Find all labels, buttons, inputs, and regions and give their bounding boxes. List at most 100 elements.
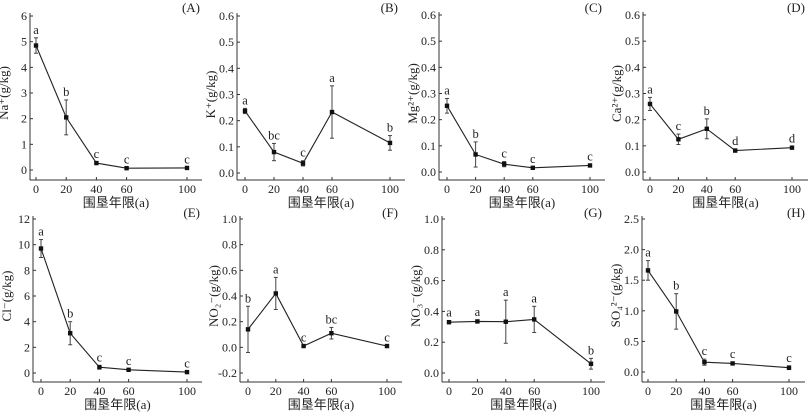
y-tick-label: 0.2 xyxy=(424,335,439,349)
significance-letter: c xyxy=(126,354,132,368)
y-tick-label: 0.8 xyxy=(222,238,237,252)
x-tick-label: 20 xyxy=(672,182,684,196)
x-tick-label: 100 xyxy=(780,384,798,398)
y-tick-label: 1.0 xyxy=(424,212,439,226)
data-point xyxy=(271,149,277,155)
data-point xyxy=(674,309,679,314)
significance-letter: c xyxy=(587,150,593,164)
series-line xyxy=(647,270,790,369)
x-tick-label: 0 xyxy=(38,384,44,398)
x-axis-title: 围垦年限(a) xyxy=(692,195,758,210)
data-point xyxy=(647,101,653,107)
series-line xyxy=(244,110,391,165)
x-tick-label: 0 xyxy=(645,384,651,398)
data-point xyxy=(273,291,278,296)
x-tick-label: 60 xyxy=(121,182,133,196)
x-tick-label: 0 xyxy=(242,182,248,196)
x-tick-label: 20 xyxy=(270,384,282,398)
significance-letter: c xyxy=(702,344,708,358)
y-tick-label: 0.3 xyxy=(421,87,436,101)
data-point xyxy=(475,319,480,324)
y-tick-label: 1.0 xyxy=(624,304,639,318)
significance-letter: b xyxy=(63,85,69,99)
y-axis-title: K⁺(g/kg) xyxy=(203,70,218,118)
y-tick-label: 0.4 xyxy=(222,289,237,303)
significance-letter: a xyxy=(242,93,248,107)
significance-letter: a xyxy=(475,305,481,319)
significance-letter: b xyxy=(472,127,478,141)
x-tick-label: 60 xyxy=(123,384,135,398)
data-point xyxy=(64,115,69,120)
significance-letter: bc xyxy=(268,128,280,142)
y-tick-label: 12 xyxy=(18,212,30,226)
significance-letter: b xyxy=(673,279,679,293)
y-tick-label: 0.0 xyxy=(219,166,234,180)
data-point xyxy=(730,361,735,366)
panel-h: 0.0 0.5 1.0 1.5 2.0 2.5 0 20 40 60 100 a b c c c (H) SO₄²… xyxy=(608,205,805,412)
x-axis-title: 围垦年限(a) xyxy=(690,397,756,412)
x-tick-label: 60 xyxy=(528,384,540,398)
y-tick-label: 0.4 xyxy=(219,61,234,75)
y-tick-label: 0.5 xyxy=(625,34,640,48)
data-point xyxy=(645,268,651,273)
significance-letter: b xyxy=(704,104,710,118)
data-point xyxy=(184,369,190,375)
y-axis-title: Ca²⁺(g/kg) xyxy=(609,65,624,122)
significance-letter: c xyxy=(301,330,307,344)
series-line xyxy=(446,105,591,169)
y-tick-label: 0.2 xyxy=(219,114,234,128)
x-axis-title: 围垦年限(a) xyxy=(84,397,150,412)
panel-label: (G) xyxy=(584,205,602,220)
significance-letter: c xyxy=(184,152,190,166)
y-tick-label: 1.0 xyxy=(222,212,237,226)
x-tick-label: 20 xyxy=(268,182,280,196)
data-point xyxy=(300,161,306,166)
significance-letter: a xyxy=(444,83,450,97)
significance-letter: a xyxy=(273,262,279,276)
x-tick-label: 100 xyxy=(783,182,801,196)
x-tick-label: 60 xyxy=(325,384,337,398)
x-axis-title: 围垦年限(a) xyxy=(490,397,556,412)
y-axis-title: SO₄²⁻(g/kg) xyxy=(608,264,623,328)
significance-letter: c xyxy=(676,119,682,133)
y-tick-label: 0.6 xyxy=(219,9,234,23)
y-tick-label: 0.5 xyxy=(421,34,436,48)
data-point xyxy=(789,145,795,150)
y-tick-label: 0 xyxy=(21,163,27,177)
significance-letter: c xyxy=(97,350,103,364)
y-tick-label: 0.0 xyxy=(625,165,640,179)
x-tick-label: 20 xyxy=(471,384,483,398)
significance-letter: b xyxy=(588,343,594,357)
y-axis-title: NO₂⁻(g/kg) xyxy=(206,265,221,327)
data-point xyxy=(301,343,306,349)
x-tick-label: 40 xyxy=(500,384,512,398)
x-tick-label: 20 xyxy=(60,182,72,196)
y-tick-label: 2 xyxy=(21,112,27,126)
x-tick-label: 60 xyxy=(326,182,338,196)
data-point xyxy=(702,360,707,365)
y-tick-label: 0.4 xyxy=(625,60,640,74)
y-tick-label: 0.5 xyxy=(219,35,234,49)
x-tick-label: 40 xyxy=(698,384,710,398)
panel-label: (E) xyxy=(183,205,200,220)
y-tick-label: 0.0 xyxy=(624,365,639,379)
y-tick-label: 0.6 xyxy=(222,263,237,277)
y-tick-label: 0.0 xyxy=(421,165,436,179)
y-tick-label: 0.2 xyxy=(222,315,237,329)
y-tick-label: 4 xyxy=(24,315,30,329)
data-point xyxy=(588,361,594,366)
series-line xyxy=(35,45,188,169)
data-point xyxy=(444,103,450,108)
x-tick-label: 60 xyxy=(527,182,539,196)
x-tick-label: 100 xyxy=(581,182,599,196)
significance-letter: a xyxy=(647,82,653,96)
significance-letter: a xyxy=(33,23,39,37)
significance-letter: c xyxy=(530,152,536,166)
significance-letter: a xyxy=(503,285,509,299)
y-tick-label: 0 xyxy=(24,366,30,380)
significance-letter: a xyxy=(446,306,452,320)
y-tick-label: 0.8 xyxy=(424,243,439,257)
x-tick-label: 0 xyxy=(647,182,653,196)
data-point xyxy=(473,152,478,157)
